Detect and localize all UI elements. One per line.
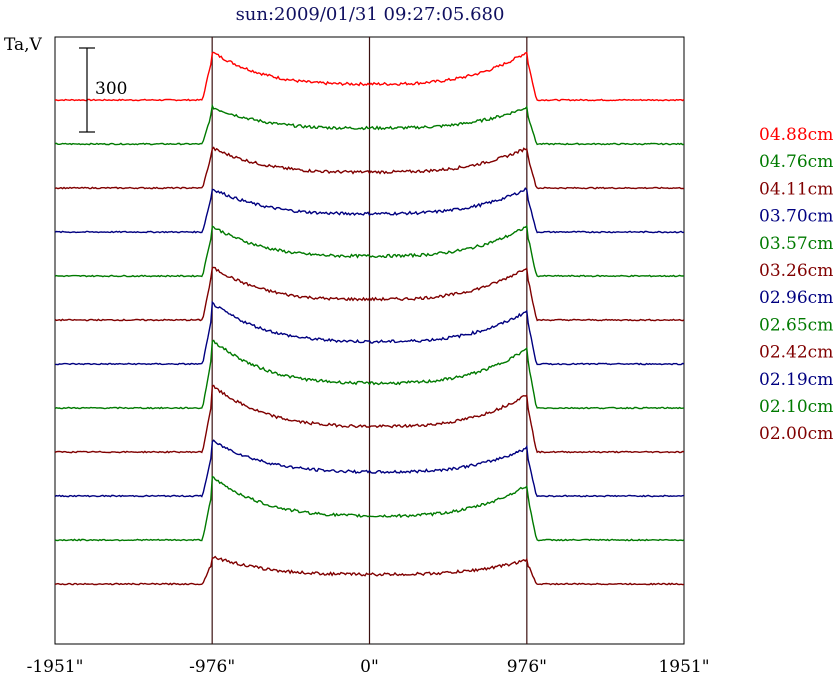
legend-entry: 03.57cm [759, 234, 833, 254]
series-line-04.11cm [54, 146, 685, 190]
x-tick-label: 976" [507, 657, 547, 677]
series-line-02.42cm [54, 384, 685, 454]
legend-entry: 03.26cm [759, 261, 833, 281]
legend-entry: 02.42cm [759, 343, 833, 363]
legend-entry: 04.11cm [759, 179, 833, 199]
x-tick-label: 0" [360, 657, 379, 677]
series-group [54, 51, 685, 586]
legend: 04.88cm 04.76cm 04.11cm 03.70cm 03.57cm 03.26… [759, 125, 833, 444]
series-line-02.19cm [54, 439, 685, 498]
series-line-02.00cm [54, 555, 685, 586]
x-axis-ticks: -1951" -976" 0" 976" 1951" [27, 657, 710, 677]
legend-entry: 02.19cm [759, 370, 833, 390]
y-axis-label: Ta,V [4, 35, 43, 55]
scale-bar-label: 300 [95, 79, 127, 99]
legend-entry: 04.76cm [759, 152, 833, 172]
series-line-03.26cm [54, 266, 685, 322]
series-line-02.96cm [55, 300, 685, 366]
x-tick-label: -976" [189, 657, 235, 677]
chart-title: sun:2009/01/31 09:27:05.680 [236, 4, 505, 25]
scale-bar: 300 [79, 47, 127, 133]
series-line-03.57cm [54, 224, 685, 278]
legend-entry: 02.00cm [759, 424, 833, 444]
legend-entry: 02.65cm [759, 315, 833, 335]
series-line-02.10cm [54, 475, 685, 542]
series-line-02.65cm [54, 339, 685, 410]
legend-entry: 04.88cm [759, 125, 833, 145]
x-tick-label: 1951" [658, 657, 709, 677]
legend-entry: 02.96cm [759, 288, 833, 308]
series-line-04.88cm [54, 51, 685, 102]
series-line-04.76cm [54, 103, 685, 146]
x-tick-label: -1951" [27, 657, 84, 677]
series-line-03.70cm [54, 187, 685, 234]
legend-entry: 02.10cm [759, 397, 833, 417]
legend-entry: 03.70cm [759, 207, 833, 227]
